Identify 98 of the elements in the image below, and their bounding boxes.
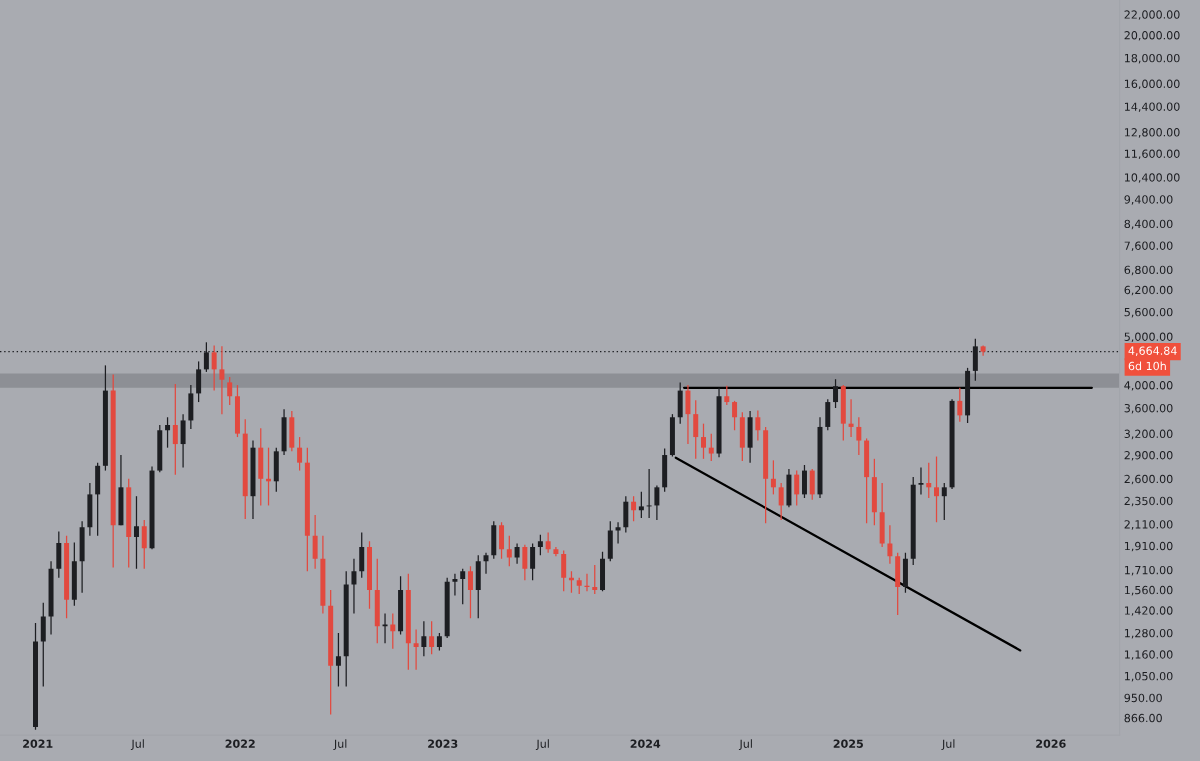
- y-tick-label: 1,710.00: [1124, 565, 1173, 576]
- candlestick: [778, 482, 784, 521]
- candlestick: [545, 531, 551, 554]
- y-tick-label: 3,200.00: [1124, 429, 1173, 440]
- candlestick: [172, 383, 178, 476]
- candlestick: [165, 416, 171, 449]
- x-tick-label: Jul: [130, 739, 144, 750]
- candlestick: [918, 466, 924, 496]
- candlestick: [413, 628, 419, 671]
- y-tick-label: 7,600.00: [1124, 241, 1173, 252]
- y-tick-label: 1,910.00: [1124, 541, 1173, 552]
- x-tick-label: Jul: [333, 739, 347, 750]
- y-tick-label: 1,280.00: [1124, 628, 1173, 639]
- y-tick-label: 5,600.00: [1124, 307, 1173, 318]
- candlestick: [390, 612, 396, 650]
- y-tick-label: 950.00: [1124, 693, 1162, 703]
- candlestick: [848, 398, 854, 438]
- x-tick-label: 2023: [428, 739, 458, 748]
- candlestick: [693, 399, 699, 460]
- candlestick: [514, 542, 520, 565]
- candlestick: [809, 468, 815, 501]
- y-tick-label: 2,350.00: [1124, 496, 1173, 507]
- y-tick-label: 16,000.00: [1124, 79, 1180, 90]
- candlestick: [351, 558, 357, 615]
- candlestick: [421, 620, 427, 657]
- candlestick: [941, 482, 947, 521]
- y-tick-label: 1,050.00: [1124, 671, 1173, 682]
- x-tick-label: Jul: [738, 739, 752, 750]
- y-tick-label: 6,800.00: [1124, 265, 1173, 276]
- y-tick-label: 6,200.00: [1124, 285, 1173, 296]
- candlestick: [460, 568, 466, 605]
- x-tick-label: 2021: [23, 739, 53, 748]
- candlestick: [770, 459, 776, 496]
- candlestick: [211, 344, 217, 392]
- candlestick: [615, 521, 621, 545]
- y-tick-label: 3,600.00: [1124, 403, 1173, 414]
- candlestick: [631, 495, 637, 522]
- candlestick: [312, 514, 318, 570]
- candlestick: [483, 552, 489, 575]
- candlestick: [755, 409, 761, 442]
- candlestick: [701, 423, 706, 460]
- candlestick: [452, 573, 458, 597]
- x-tick-label: Jul: [941, 739, 955, 750]
- candlestick: [638, 491, 644, 519]
- candlestick: [180, 413, 186, 469]
- x-tick-label: 2022: [225, 739, 255, 748]
- candlestick: [833, 378, 839, 409]
- candlestick: [732, 400, 738, 431]
- y-tick-label: 866.00: [1124, 713, 1162, 723]
- candlestick: [561, 549, 567, 592]
- candlestick: [887, 524, 893, 565]
- candlestick: [227, 376, 233, 406]
- y-tick-label: 2,600.00: [1124, 474, 1173, 485]
- y-tick-label: 1,160.00: [1124, 650, 1173, 660]
- candlestick: [467, 565, 473, 619]
- candlestick: [794, 469, 800, 507]
- y-tick-label: 8,400.00: [1124, 219, 1173, 230]
- y-tick-label: 4,000.00: [1124, 381, 1173, 391]
- y-tick-label: 18,000.00: [1124, 53, 1180, 64]
- y-tick-label: 10,400.00: [1124, 173, 1180, 183]
- candlestick: [530, 542, 536, 581]
- y-tick-label: 22,000.00: [1124, 10, 1180, 20]
- candlestick: [506, 535, 512, 567]
- candlestick: [592, 564, 598, 595]
- x-tick-label: Jul: [535, 739, 549, 750]
- y-tick-label: 2,900.00: [1124, 451, 1173, 461]
- x-tick-label: 2026: [1036, 739, 1066, 748]
- candlestick: [219, 345, 225, 415]
- candlestick: [957, 387, 963, 423]
- candlestick: [926, 462, 932, 499]
- candlestick: [537, 534, 543, 556]
- candlestick: [724, 385, 730, 406]
- candlestick: [934, 455, 940, 523]
- candlestick: [856, 416, 862, 456]
- y-tick-label: 11,600.00: [1124, 149, 1180, 160]
- candlestick: [801, 464, 807, 499]
- y-tick-label: 2,110.00: [1124, 520, 1173, 530]
- candlestick: [297, 436, 303, 472]
- y-tick-label: 5,000.00: [1124, 332, 1173, 343]
- candlestick: [708, 433, 714, 462]
- y-tick-label: 14,400.00: [1124, 102, 1180, 113]
- y-tick-label: 12,800.00: [1124, 128, 1180, 138]
- candlestick: [654, 484, 660, 521]
- text: 6d 10h: [1128, 361, 1166, 371]
- candlestick: [141, 519, 147, 570]
- y-tick-label: 1,420.00: [1124, 606, 1173, 616]
- candlestick: [646, 468, 652, 519]
- candlestick: [429, 620, 435, 655]
- candlestick: [522, 544, 528, 581]
- y-tick-label: 9,400.00: [1124, 195, 1173, 205]
- candlestick: [133, 495, 139, 570]
- x-tick-label: 2025: [833, 739, 863, 748]
- y-tick-label: 1,560.00: [1124, 585, 1173, 596]
- y-tick-label: 20,000.00: [1124, 31, 1180, 41]
- ref-line-label: 4,664.84: [1128, 346, 1177, 357]
- x-tick-label: 2024: [630, 739, 661, 748]
- candlestick: [335, 632, 341, 688]
- candlestick: [685, 384, 691, 445]
